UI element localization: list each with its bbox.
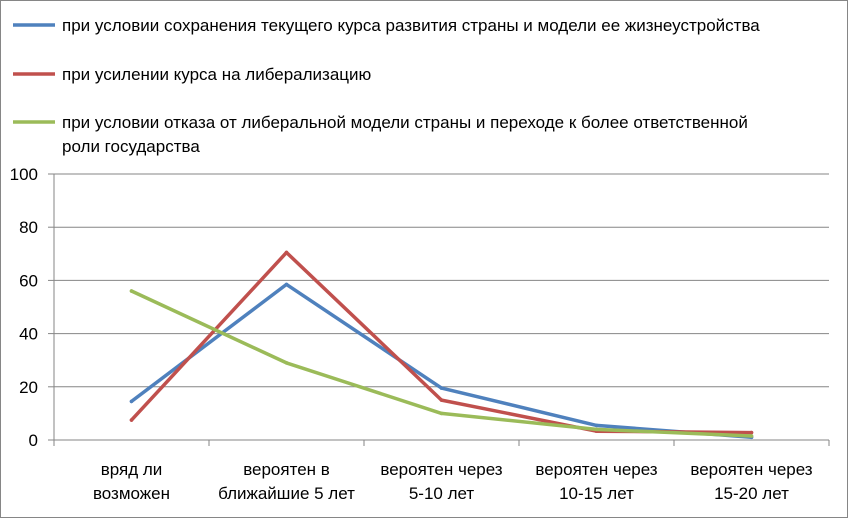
data-point: [284, 282, 289, 287]
y-tick-label: 20: [19, 378, 38, 397]
series-line-2: [129, 250, 754, 435]
data-point: [594, 423, 599, 428]
x-tick-label: вряд ли: [101, 460, 163, 479]
series-lines: [129, 250, 754, 440]
y-tick-label: 40: [19, 325, 38, 344]
x-tick-label: ближайшие 5 лет: [218, 484, 355, 503]
x-tick-label: вероятен в: [243, 460, 330, 479]
data-point: [594, 427, 599, 432]
x-tick-label: 10-15 лет: [559, 484, 634, 503]
data-point: [129, 399, 134, 404]
axes: [53, 174, 829, 441]
data-point: [284, 361, 289, 365]
y-tick-label: 100: [10, 165, 38, 184]
legend-label-3: при условии отказа от либеральной модели…: [62, 113, 748, 132]
legend-label-2: при усилении курса на либерализацию: [62, 65, 372, 84]
x-tick-label: 5-10 лет: [409, 484, 475, 503]
data-point: [129, 418, 134, 422]
x-tick-label: вероятен через: [380, 460, 502, 479]
legend-label-3: роли государства: [62, 137, 200, 156]
y-tick-label: 60: [19, 271, 38, 290]
data-point: [439, 398, 444, 402]
y-tick-label: 80: [19, 218, 38, 237]
data-point: [439, 386, 444, 390]
data-point: [284, 250, 289, 255]
x-tick-label: возможен: [93, 484, 170, 503]
gridlines: [54, 173, 829, 388]
y-tick-label: 0: [29, 431, 38, 450]
data-point: [749, 434, 754, 438]
data-point: [129, 289, 134, 293]
x-tick-label: вероятен через: [690, 460, 812, 479]
data-point: [749, 430, 754, 435]
legend-label-1: при условии сохранения текущего курса ра…: [62, 16, 760, 35]
x-tick-label: 15-20 лет: [714, 484, 789, 503]
data-point: [439, 411, 444, 416]
x-tick-label: вероятен через: [535, 460, 657, 479]
x-axis-ticks: вряд ли возможен вероятен в ближайшие 5 лет…: [53, 440, 830, 503]
legend: при условии сохранения текущего курса ра…: [13, 16, 760, 156]
y-axis-ticks: 0 20 40 60 80 100: [10, 165, 54, 450]
